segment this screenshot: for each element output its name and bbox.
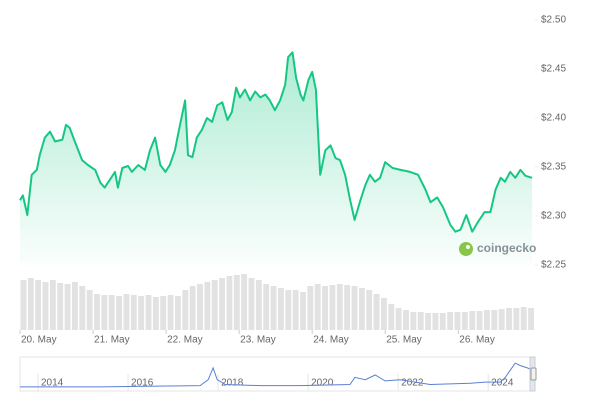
volume-bar	[292, 290, 299, 330]
x-tick-label: 25. May	[386, 335, 422, 346]
volume-bar	[167, 295, 174, 330]
volume-bar	[255, 280, 262, 330]
y-tick-label: $2.25	[541, 260, 566, 271]
volume-bar	[366, 290, 373, 330]
volume-bar	[116, 296, 122, 330]
x-tick-label: 21. May	[94, 335, 130, 346]
y-tick-label: $2.30	[541, 211, 566, 222]
volume-bar	[314, 284, 321, 330]
volume-bar	[344, 285, 351, 330]
volume-bar	[329, 285, 336, 330]
volume-bar	[248, 278, 255, 330]
volume-bar	[307, 286, 314, 330]
volume-bar	[72, 282, 78, 330]
volume-bar	[270, 286, 277, 330]
volume-bar	[130, 295, 137, 330]
volume-bar	[101, 295, 108, 330]
volume-bar	[388, 304, 395, 330]
volume-bar	[469, 311, 476, 330]
volume-bar	[138, 296, 145, 330]
volume-bar	[498, 309, 505, 330]
price-line	[19, 51, 533, 233]
x-tick-label: 26. May	[459, 335, 495, 346]
volume-bar	[454, 312, 461, 330]
volume-bar	[175, 296, 181, 330]
area	[20, 52, 533, 265]
volume-bar	[86, 290, 93, 330]
volume-bar	[403, 310, 409, 330]
volume-bar	[447, 312, 454, 330]
volume-bar	[226, 276, 233, 330]
volume-bar	[491, 310, 498, 330]
volume-bar	[20, 280, 27, 330]
volume-bar	[35, 280, 42, 330]
volume-bar	[528, 308, 534, 330]
volume-bar	[285, 290, 292, 330]
x-tick-label: 20. May	[21, 335, 57, 346]
volume-bar	[57, 283, 64, 330]
volume-bar	[197, 284, 203, 330]
volume-bar	[336, 284, 343, 330]
volume-bar	[300, 292, 306, 330]
volume-bar	[358, 288, 365, 330]
volume-bar	[79, 286, 86, 330]
volume-bar	[506, 308, 512, 330]
volume-bar	[49, 280, 56, 330]
volume-bar	[204, 282, 211, 330]
navigator-line	[20, 362, 534, 388]
volume-bar	[108, 295, 115, 330]
volume-bar	[27, 278, 34, 330]
volume-bar	[461, 312, 468, 330]
volume-bar	[182, 290, 189, 330]
volume-bar	[219, 278, 225, 330]
navigator-handle	[530, 367, 537, 381]
navigator-tick-label: 2014	[41, 378, 64, 389]
y-tick-label: $2.50	[541, 15, 566, 26]
volume-bar	[513, 308, 520, 330]
volume-bar	[263, 284, 270, 330]
volume-bar	[425, 313, 431, 330]
volume-bar	[373, 294, 380, 330]
volume-bar	[432, 313, 439, 330]
y-tick-label: $2.45	[541, 64, 566, 75]
navigator-tick-label: 2022	[401, 378, 424, 389]
navigator-tick-label: 2024	[491, 378, 514, 389]
volume-bar	[64, 284, 71, 330]
volume-bar	[160, 296, 167, 330]
volume-bar	[381, 298, 387, 330]
volume-bar	[410, 312, 417, 330]
volume-bar	[189, 286, 196, 330]
volume-bar	[145, 295, 152, 330]
volume-bar	[476, 311, 483, 330]
volume-bar	[395, 308, 402, 330]
volume-bar	[152, 297, 159, 330]
y-tick-label: $2.35	[541, 162, 566, 173]
volume-bar	[417, 312, 424, 330]
volume-bar	[241, 274, 248, 330]
volume-bar	[211, 280, 218, 330]
volume-bar	[123, 294, 130, 330]
volume-bar	[351, 286, 358, 330]
volume-bar	[278, 288, 284, 330]
x-tick-label: 24. May	[313, 335, 349, 346]
volume-bar	[233, 275, 240, 330]
volume-bar	[520, 307, 527, 330]
volume-bar	[484, 310, 490, 330]
volume-bar	[42, 282, 49, 330]
y-tick-label: $2.40	[541, 113, 566, 124]
x-tick-label: 23. May	[240, 335, 276, 346]
volume-bar	[322, 286, 328, 330]
navigator-tick-label: 2016	[131, 378, 154, 389]
navigator-tick-label: 2018	[221, 378, 244, 389]
volume-bar	[94, 294, 100, 330]
navigator-tick-label: 2020	[311, 378, 334, 389]
volume-bar	[439, 313, 446, 330]
x-tick-label: 22. May	[167, 335, 203, 346]
